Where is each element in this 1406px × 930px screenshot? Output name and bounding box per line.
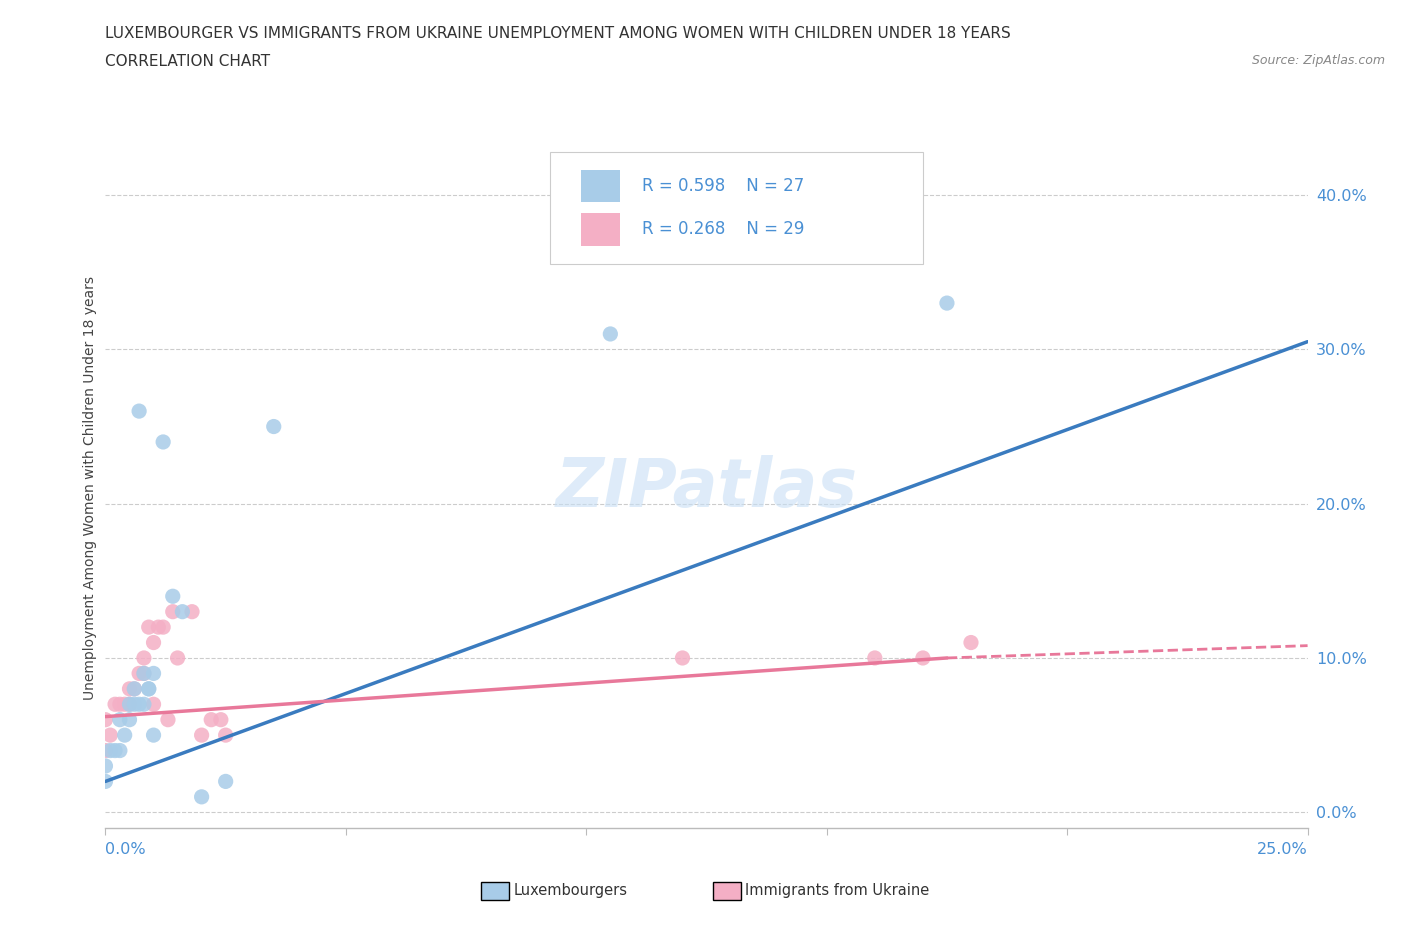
Point [108, 697, 131, 711]
Text: LUXEMBOURGER VS IMMIGRANTS FROM UKRAINE UNEMPLOYMENT AMONG WOMEN WITH CHILDREN U: LUXEMBOURGER VS IMMIGRANTS FROM UKRAINE … [105, 26, 1011, 41]
Point [671, 651, 693, 666]
Point [114, 727, 136, 742]
Point [152, 434, 174, 449]
Text: 25.0%: 25.0% [1257, 842, 1308, 857]
Point [94, 743, 117, 758]
Point [166, 651, 188, 666]
Text: Luxembourgers: Luxembourgers [513, 884, 627, 898]
Point [98, 743, 121, 758]
Point [599, 326, 621, 341]
Point [118, 682, 141, 697]
Point [142, 666, 165, 681]
Point [124, 682, 146, 697]
Point [132, 697, 155, 711]
Text: R = 0.268    N = 29: R = 0.268 N = 29 [641, 220, 804, 238]
Point [132, 666, 155, 681]
Point [148, 619, 170, 634]
Point [118, 697, 141, 711]
Point [128, 404, 150, 418]
Point [128, 697, 150, 711]
Point [132, 651, 155, 666]
Point [172, 604, 194, 619]
Point [214, 774, 236, 789]
Point [108, 743, 131, 758]
Point [863, 651, 886, 666]
Text: ZIPatlas: ZIPatlas [555, 456, 858, 521]
FancyBboxPatch shape [582, 213, 620, 246]
Text: Immigrants from Ukraine: Immigrants from Ukraine [745, 884, 929, 898]
Point [960, 635, 983, 650]
Point [132, 666, 155, 681]
Point [200, 712, 222, 727]
Point [263, 419, 285, 434]
Point [124, 697, 146, 711]
Text: Source: ZipAtlas.com: Source: ZipAtlas.com [1251, 54, 1385, 67]
Point [138, 619, 160, 634]
Point [162, 589, 184, 604]
Point [114, 697, 136, 711]
Point [108, 712, 131, 727]
Point [911, 651, 934, 666]
Point [118, 712, 141, 727]
Point [142, 697, 165, 711]
Point [124, 682, 146, 697]
Point [128, 666, 150, 681]
Y-axis label: Unemployment Among Women with Children Under 18 years: Unemployment Among Women with Children U… [83, 276, 97, 700]
Point [190, 790, 212, 804]
Point [162, 604, 184, 619]
Point [94, 712, 117, 727]
Point [138, 682, 160, 697]
FancyBboxPatch shape [550, 153, 922, 264]
Point [936, 296, 959, 311]
Text: 0.0%: 0.0% [105, 842, 146, 857]
FancyBboxPatch shape [582, 169, 620, 203]
Point [214, 727, 236, 742]
Point [98, 727, 121, 742]
Point [94, 774, 117, 789]
Point [142, 635, 165, 650]
Point [209, 712, 232, 727]
Point [118, 697, 141, 711]
Point [156, 712, 179, 727]
Point [104, 743, 127, 758]
Text: CORRELATION CHART: CORRELATION CHART [105, 54, 270, 69]
Point [190, 727, 212, 742]
Point [94, 759, 117, 774]
Point [181, 604, 204, 619]
Text: R = 0.598    N = 27: R = 0.598 N = 27 [641, 177, 804, 195]
Point [104, 697, 127, 711]
Point [142, 727, 165, 742]
Point [138, 682, 160, 697]
Point [152, 619, 174, 634]
